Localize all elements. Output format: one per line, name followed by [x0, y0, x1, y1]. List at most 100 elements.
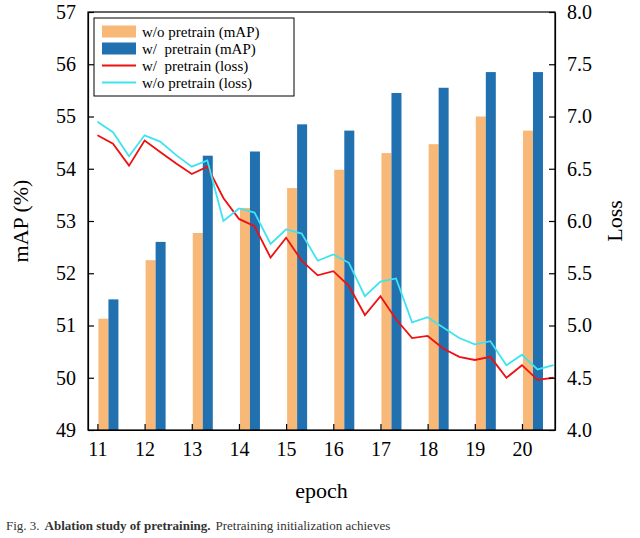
x-axis-tick-label: 17: [371, 438, 391, 460]
y-axis-tick-label: 53: [56, 210, 76, 232]
legend-swatch: [102, 82, 136, 84]
y-axis-tick: 51: [56, 314, 94, 336]
y-axis-tick-mark: [88, 378, 94, 379]
y2-axis-tick-mark: [549, 325, 555, 326]
x-axis-title: epoch: [295, 478, 348, 503]
legend-label: w/ pretrain (mAP): [142, 41, 256, 58]
y2-axis-tick: 5.0: [549, 314, 592, 336]
x-axis-tick-label: 13: [182, 438, 202, 460]
y-axis-tick: 50: [56, 367, 94, 389]
x-axis-tick-mark: [145, 424, 146, 430]
legend-label: w/ pretrain (loss): [142, 58, 248, 75]
x-axis-tick-mark: [475, 424, 476, 430]
y-axis-tick: 55: [56, 105, 94, 127]
plot-frame: [88, 12, 555, 430]
bar: [486, 72, 496, 430]
y-axis: 49 50 51 52 53 54 55 56 57: [56, 1, 94, 441]
legend-frame: [94, 18, 294, 96]
bar: [193, 233, 203, 430]
bar: [523, 131, 533, 430]
bar: [476, 117, 486, 431]
y-axis-tick-mark: [88, 169, 94, 170]
x-axis-tick-label: 19: [465, 438, 485, 460]
y2-axis-tick: 7.5: [549, 53, 592, 75]
y2-axis-tick-label: 7.5: [567, 53, 592, 75]
y-axis-tick-label: 56: [56, 53, 76, 75]
caption-part: Ablation study of pretraining.: [45, 518, 211, 533]
bar: [287, 188, 297, 430]
y2-axis-tick-mark: [549, 64, 555, 65]
x-axis-tick-label: 15: [277, 438, 297, 460]
y-axis-tick-label: 51: [56, 314, 76, 336]
y2-axis-tick-label: 8.0: [567, 1, 592, 23]
y-axis-tick-mark: [88, 221, 94, 222]
x-axis-tick-label: 11: [88, 438, 107, 460]
caption: Fig. 3. Ablation study of pretraining. Pre…: [6, 518, 390, 533]
y2-axis-tick-label: 6.0: [567, 210, 592, 232]
legend-swatch: [102, 26, 136, 38]
y2-axis-tick: 7.0: [549, 105, 592, 127]
y-axis-tick: 52: [56, 262, 94, 284]
x-axis-tick-mark: [97, 424, 98, 430]
x-axis-tick-mark: [239, 424, 240, 430]
bar: [297, 124, 307, 430]
y2-axis-tick-label: 7.0: [567, 105, 592, 127]
y-axis-tick-mark: [88, 325, 94, 326]
y2-axis-tick: 5.5: [549, 262, 592, 284]
bar: [250, 152, 260, 430]
y2-axis-tick: 8.0: [549, 1, 592, 23]
y-axis-tick: 57: [56, 1, 94, 23]
legend: w/o pretrain (mAP)w/ pretrain (mAP)w/ pr…: [94, 18, 294, 96]
x-axis-tick: 20: [512, 424, 532, 460]
legend-swatch: [102, 43, 136, 55]
x-axis-tick: 18: [418, 424, 438, 460]
y-axis-tick-label: 49: [56, 419, 76, 441]
y2-axis-tick: 6.0: [549, 210, 592, 232]
x-axis-tick: 12: [135, 424, 155, 460]
x-axis-tick-label: 16: [324, 438, 344, 460]
y2-axis-tick-mark: [549, 12, 555, 13]
x-axis: 11 12 13 14 15 16 17 18 19 20: [88, 424, 555, 460]
x-axis-tick-mark: [333, 424, 334, 430]
legend-label: w/o pretrain (mAP): [142, 24, 259, 41]
y-axis-tick-mark: [88, 116, 94, 117]
x-axis-tick-label: 14: [229, 438, 249, 460]
x-axis-line: [89, 430, 556, 431]
y-axis-tick-mark: [88, 12, 94, 13]
line: [97, 122, 553, 370]
y-axis-tick-mark: [88, 64, 94, 65]
bar: [344, 131, 354, 430]
caption-part: Pretraining initialization achieves: [216, 518, 391, 533]
x-axis-tick-mark: [522, 424, 523, 430]
y-axis-tick: 56: [56, 53, 94, 75]
plot-area: [97, 72, 553, 430]
x-axis-tick: 14: [229, 424, 249, 460]
y2-axis-tick-mark: [549, 430, 555, 431]
y-axis-tick-label: 57: [56, 1, 76, 23]
x-axis-tick: 15: [277, 424, 297, 460]
y2-axis-tick-label: 5.5: [567, 262, 592, 284]
y-axis-tick-mark: [88, 273, 94, 274]
y2-axis-tick-mark: [549, 116, 555, 117]
chart: 11 12 13 14 15 16 17 18 19 20 49 50 51 52 53 54 55 56 57 4.…: [0, 0, 640, 538]
y2-axis-line: [555, 13, 556, 431]
bar: [146, 260, 156, 430]
y2-axis-tick-mark: [549, 273, 555, 274]
y-axis-tick-label: 55: [56, 105, 76, 127]
y2-axis-tick-mark: [549, 169, 555, 170]
x-axis-tick: 17: [371, 424, 391, 460]
x-axis-tick-label: 20: [512, 438, 532, 460]
y-axis-tick: 53: [56, 210, 94, 232]
y2-axis-tick-label: 4.0: [567, 419, 592, 441]
y-axis-tick-mark: [88, 430, 94, 431]
y2-axis-tick-label: 6.5: [567, 158, 592, 180]
y2-axis-tick-label: 5.0: [567, 314, 592, 336]
y2-axis-tick-mark: [549, 221, 555, 222]
y-axis-tick-label: 54: [56, 158, 76, 180]
bar: [108, 299, 118, 430]
legend-label: w/o pretrain (loss): [142, 75, 252, 92]
y2-axis-tick: 4.5: [549, 367, 592, 389]
caption-part: Fig. 3.: [6, 518, 40, 533]
bar: [240, 208, 250, 430]
y2-axis-tick-mark: [549, 378, 555, 379]
